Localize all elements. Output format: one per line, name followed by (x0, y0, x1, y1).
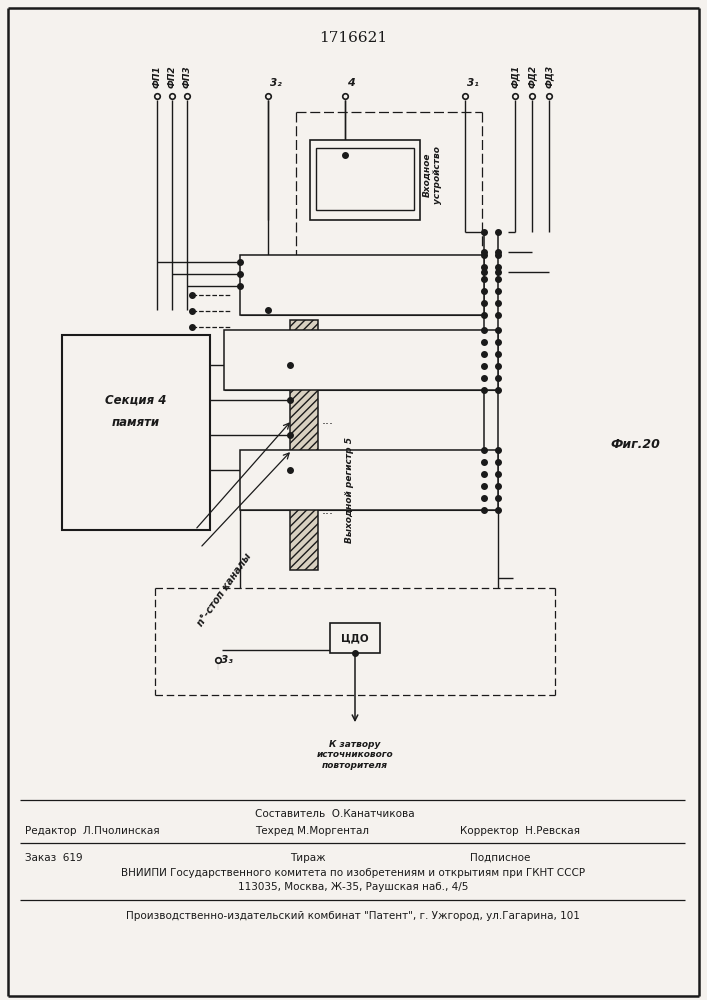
Text: Техред М.Моргентал: Техред М.Моргентал (255, 826, 369, 836)
Text: ФП2: ФП2 (168, 65, 177, 88)
Text: Выходной регистр 5: Выходной регистр 5 (346, 437, 354, 543)
Text: Входное
устройство: Входное устройство (422, 146, 442, 204)
Text: 1716621: 1716621 (319, 31, 387, 45)
Text: ...: ... (322, 414, 334, 426)
Text: ...: ... (322, 504, 334, 516)
Text: ЦДО: ЦДО (341, 633, 369, 643)
Text: ВНИИПИ Государственного комитета по изобретениям и открытиям при ГКНТ СССР: ВНИИПИ Государственного комитета по изоб… (121, 868, 585, 878)
Text: 3₃: 3₃ (221, 655, 233, 665)
Text: ФД2: ФД2 (527, 65, 537, 88)
Text: Составитель  О.Канатчикова: Составитель О.Канатчикова (255, 809, 414, 819)
Bar (224, 330, 498, 390)
Bar (330, 623, 380, 653)
Text: 113035, Москва, Ж-35, Раушская наб., 4/5: 113035, Москва, Ж-35, Раушская наб., 4/5 (238, 882, 468, 892)
Text: Фиг.20: Фиг.20 (610, 438, 660, 452)
Text: памяти: памяти (112, 416, 160, 430)
Bar (240, 450, 498, 510)
Bar (316, 148, 414, 210)
Text: Подписное: Подписное (470, 853, 530, 863)
Bar (240, 255, 484, 315)
Text: Заказ  619: Заказ 619 (25, 853, 83, 863)
Bar (290, 320, 318, 570)
Text: 3₁: 3₁ (467, 78, 479, 88)
Bar (62, 335, 210, 530)
Text: К затвору
источникового
повторителя: К затвору источникового повторителя (317, 740, 393, 770)
Text: Редактор  Л.Пчолинская: Редактор Л.Пчолинская (25, 826, 160, 836)
Text: ФД1: ФД1 (510, 65, 520, 88)
Text: ФД3: ФД3 (544, 65, 554, 88)
Text: ФП1: ФП1 (153, 65, 161, 88)
Bar (310, 140, 420, 220)
Text: Производственно-издательский комбинат "Патент", г. Ужгород, ул.Гагарина, 101: Производственно-издательский комбинат "П… (126, 911, 580, 921)
Text: 4: 4 (347, 78, 355, 88)
Text: Тираж: Тираж (290, 853, 326, 863)
Text: Корректор  Н.Ревская: Корректор Н.Ревская (460, 826, 580, 836)
Text: 3₂: 3₂ (270, 78, 282, 88)
Text: ФП3: ФП3 (182, 65, 192, 88)
Text: n°-стоп каналы: n°-стоп каналы (195, 552, 253, 628)
Text: Секция 4: Секция 4 (105, 393, 167, 406)
